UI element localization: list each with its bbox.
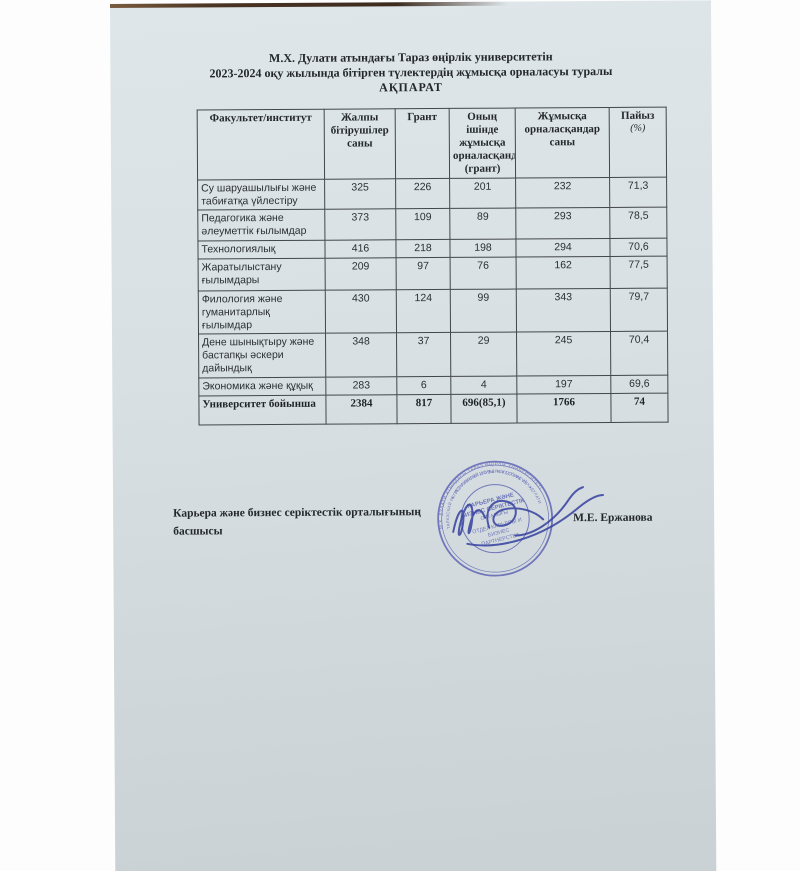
title-line-3: АҚПАРАТ (379, 79, 443, 94)
grant-cell: 124 (396, 289, 451, 334)
header-faculty: Факультет/институт (197, 109, 325, 180)
grant-cell: 817 (396, 394, 452, 424)
employed-grant-cell: 29 (450, 332, 517, 377)
employed-grant-cell: 4 (450, 375, 517, 395)
total-graduates-cell: 348 (325, 333, 397, 378)
stamp-middle-ring (441, 464, 550, 573)
faculty-cell: Экономика және құқық (198, 377, 326, 396)
faculty-cell: Технологиялық (197, 240, 326, 259)
header-percent-unit: (%) (630, 122, 646, 134)
faculty-cell: Су шаруашылығы және табиғатқа үйлестіру (197, 179, 325, 211)
employed-count-cell: 197 (516, 375, 611, 394)
faculty-cell: Дене шынықтыру және бастапқы әскери дайы… (198, 333, 326, 378)
percent-cell: 79,7 (610, 288, 668, 332)
document-title: М.Х. Дулати атындағы Тараз өңірлік униве… (110, 48, 711, 96)
employed-count-cell: 162 (516, 256, 611, 290)
header-percent-label: Пайыз (620, 109, 655, 122)
percent-cell: 70,4 (610, 331, 668, 376)
table-header: Факультет/институт Жалпы бітірушілер сан… (197, 107, 667, 180)
grant-cell: 218 (395, 239, 451, 258)
table-row: Су шаруашылығы және табиғатқа үйлестіру … (197, 176, 667, 211)
grant-cell: 37 (396, 332, 451, 377)
percent-cell: 70,6 (609, 238, 668, 257)
header-grant: Грант (395, 108, 450, 179)
grant-cell: 226 (395, 178, 450, 210)
employed-grant-cell: 198 (449, 239, 517, 258)
faculty-cell: Жаратылыстану ғылымдары (198, 258, 326, 291)
total-graduates-cell: 325 (324, 178, 396, 210)
table-row: Педагогика және әлеуметтік ғылымдар 373 … (197, 207, 667, 241)
faculty-cell: Филология және гуманитарлық ғылымдар (198, 290, 326, 335)
percent-cell: 71,3 (609, 176, 667, 208)
table-row: Жаратылыстану ғылымдары 209 97 76 162 77… (198, 256, 668, 291)
document-content: М.Х. Дулати атындағы Тараз өңірлік униве… (110, 0, 716, 871)
employed-count-cell: 294 (515, 238, 611, 258)
employed-grant-cell: 76 (450, 257, 517, 290)
total-graduates-cell: 2384 (325, 394, 398, 424)
header-employed-grant: Оның ішінде жұмысқа орналасқандар (грант… (449, 108, 516, 179)
table-row: Университет бойынша 2384 817 696(85,1) 1… (198, 392, 669, 425)
employed-count-cell: 232 (515, 177, 610, 209)
table-row: Филология және гуманитарлық ғылымдар 430… (198, 288, 668, 335)
employed-grant-cell: 696(85,1) (450, 393, 518, 424)
header-employed-count: Жұмысқа орналасқандар саны (515, 107, 610, 178)
grant-cell: 97 (396, 257, 451, 290)
employed-count-cell: 1766 (516, 393, 612, 423)
percent-cell: 78,5 (609, 207, 667, 239)
employed-grant-cell: 201 (449, 177, 516, 209)
employment-table: Факультет/институт Жалпы бітірушілер сан… (196, 106, 669, 426)
employed-count-cell: 293 (515, 207, 610, 240)
grant-cell: 6 (396, 376, 451, 395)
percent-cell: 74 (610, 392, 669, 423)
employed-count-cell: 343 (516, 288, 611, 333)
header-row: Факультет/институт Жалпы бітірушілер сан… (197, 107, 667, 180)
employed-grant-cell: 89 (449, 208, 516, 240)
signer-name: М.Е. Ержанова (573, 511, 653, 525)
percent-cell: 77,5 (610, 256, 668, 289)
total-graduates-cell: 373 (324, 209, 396, 241)
total-graduates-cell: 283 (325, 376, 397, 395)
grant-cell: 109 (395, 208, 450, 240)
employed-count-cell: 245 (516, 331, 611, 376)
header-percent: Пайыз (%) (609, 107, 667, 178)
stamp-center-line-5: БИЗНЕС (487, 528, 510, 539)
header-total-graduates: Жалпы бітірушілер саны (324, 108, 396, 180)
table-row: Дене шынықтыру және бастапқы әскери дайы… (198, 331, 668, 378)
percent-cell: 69,6 (610, 374, 668, 394)
round-stamp: М.Х. ДУЛАТИ АТЫНДАҒЫ ТАРАЗ ӨҢІРЛІК УНИВЕ… (426, 450, 554, 577)
total-graduates-cell: 209 (325, 257, 397, 291)
employed-grant-cell: 99 (450, 289, 517, 333)
table-body: Су шаруашылығы және табиғатқа үйлестіру … (197, 176, 669, 425)
total-graduates-cell: 416 (324, 239, 397, 259)
faculty-cell: Педагогика және әлеуметтік ғылымдар (197, 209, 325, 241)
faculty-cell: Университет бойынша (198, 394, 327, 425)
paper-sheet: М.Х. Дулати атындағы Тараз өңірлік униве… (110, 0, 717, 871)
handwritten-signature (452, 486, 605, 547)
total-graduates-cell: 430 (325, 289, 397, 334)
